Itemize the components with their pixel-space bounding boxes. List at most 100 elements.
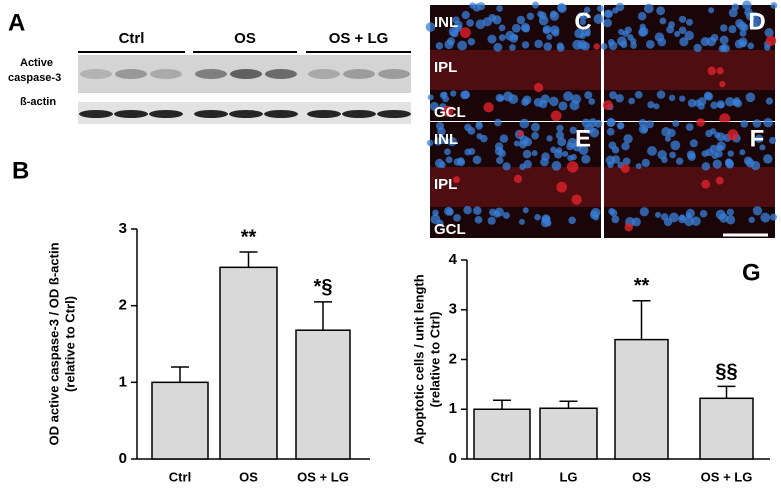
nucleus [512,34,519,41]
nucleus [522,207,529,214]
nucleus [668,94,676,102]
nucleus [607,38,615,46]
nucleus [645,120,654,129]
red-cell [620,163,630,173]
nucleus [769,213,777,221]
nucleus [579,18,587,26]
nucleus [450,90,457,97]
nucleus [716,100,725,109]
red-cell [719,80,726,88]
red-cell [716,67,724,75]
nucleus [480,134,488,143]
nucleus [467,38,476,46]
nucleus [516,15,526,25]
micrographs: C INL IPL GCL D E INL IPL GCL F [425,0,778,238]
nucleus [550,10,558,18]
nucleus [718,45,726,53]
nucleus [523,137,533,147]
nucleus [678,26,687,35]
nucleus [596,5,604,12]
layer-label: IPL [434,59,457,76]
nucleus [679,95,686,102]
annotation: *§ [314,276,333,298]
nucleus [558,101,568,111]
nucleus [719,24,728,32]
nucleus [685,123,694,131]
red-cell [566,161,579,173]
nucleus [678,15,687,23]
nucleus [436,219,444,227]
nucleus [538,11,547,20]
nucleus [513,140,520,147]
band [343,69,375,79]
nucleus [615,93,624,103]
nucleus [678,215,687,224]
band [149,110,183,118]
nucleus [530,122,540,132]
red-cell [534,82,544,93]
annotation: §§ [715,361,737,383]
nucleus [752,206,763,216]
nucleus [498,149,506,158]
nucleus [444,148,451,156]
nucleus [725,215,736,225]
nucleus [628,97,636,105]
red-cell [460,27,471,39]
nucleus [461,10,470,20]
nucleus [763,154,773,164]
nucleus [502,162,511,171]
nucleus [496,5,503,12]
nucleus [607,161,614,169]
nucleus [689,139,698,148]
y-tick-label: 0 [119,450,127,467]
nucleus [608,141,617,150]
nucleus [546,33,553,40]
nucleus [468,147,476,155]
nucleus [492,15,502,25]
y-tick-label: 2 [449,350,457,367]
nucleus [744,8,753,17]
nucleus [487,34,497,44]
nucleus [748,216,755,224]
nucleus [566,142,574,151]
nucleus [569,126,577,134]
nucleus [691,216,701,226]
band [195,69,227,79]
nucleus [745,158,755,168]
red-cell [513,174,523,184]
nucleus [684,30,694,41]
nucleus [426,139,434,147]
nucleus [498,34,506,42]
nucleus [654,32,665,42]
nucleus [647,101,655,109]
nucleus [572,141,583,152]
y-axis-label: OD active caspase-3 / OD ß-actin [46,242,61,445]
red-cell [696,118,705,127]
nucleus [637,12,647,21]
nucleus [739,149,746,156]
nucleus [685,208,695,218]
nucleus [737,21,747,31]
nucleus [474,215,483,224]
nucleus [574,28,584,39]
red-cell [701,179,711,189]
band [264,110,298,118]
red-cell [765,35,777,46]
nucleus [556,44,565,52]
nucleus [639,207,649,217]
row-label: Active [20,57,53,69]
x-tick-label: OS [632,469,651,484]
nucleus [494,207,504,217]
band [229,110,263,118]
nucleus [466,19,474,27]
nucleus [656,90,666,99]
nucleus [508,94,519,105]
nucleus [669,151,676,159]
red-cell [727,129,739,141]
nucleus [661,156,668,164]
y-tick-label: 2 [119,297,127,314]
nucleus [461,90,471,99]
nucleus [600,43,608,50]
nucleus [469,2,476,9]
band [115,69,147,79]
